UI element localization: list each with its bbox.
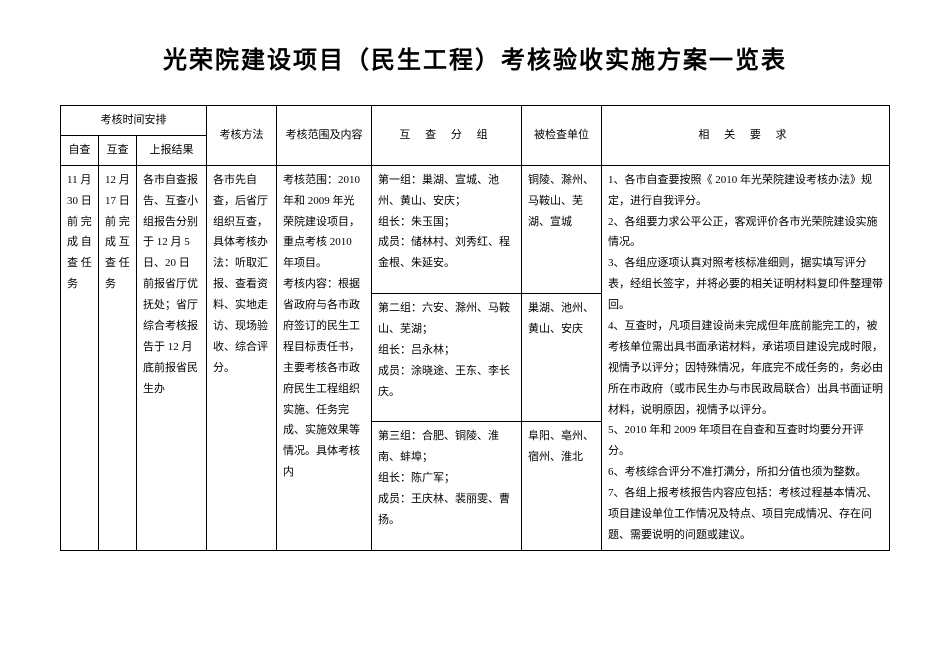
header-time: 考核时间安排 (61, 106, 207, 136)
header-group: 互 查 分 组 (372, 106, 522, 166)
cell-group1: 第一组：巢湖、宣城、池州、黄山、安庆；组长：朱玉国；成员：储林村、刘秀红、程金根… (372, 165, 522, 293)
header-hucha: 互查 (99, 135, 137, 165)
cell-group2: 第二组：六安、滁州、马鞍山、芜湖；组长：吕永林；成员：涂晓途、王东、李长庆。 (372, 294, 522, 422)
cell-zicha: 11 月 30 日 前 完 成 自 查 任 务 (61, 165, 99, 550)
cell-unit2: 巢湖、池州、黄山、安庆 (522, 294, 602, 422)
header-shangbao: 上报结果 (137, 135, 207, 165)
cell-scope: 考核范围：2010 年和 2009 年光荣院建设项目，重点考核 2010 年项目… (277, 165, 372, 550)
page-title: 光荣院建设项目（民生工程）考核验收实施方案一览表 (60, 40, 890, 75)
header-scope: 考核范围及内容 (277, 106, 372, 166)
cell-unit3: 阜阳、亳州、宿州、淮北 (522, 422, 602, 550)
cell-hucha: 12 月 17 日 前 完 成 互 查 任 务 (99, 165, 137, 550)
header-method: 考核方法 (207, 106, 277, 166)
header-req: 相 关 要 求 (602, 106, 890, 166)
main-table: 考核时间安排 考核方法 考核范围及内容 互 查 分 组 被检查单位 相 关 要 … (60, 105, 890, 551)
header-unit: 被检查单位 (522, 106, 602, 166)
header-zicha: 自查 (61, 135, 99, 165)
cell-unit1: 铜陵、滁州、马鞍山、芜湖、宣城 (522, 165, 602, 293)
cell-group3: 第三组：合肥、铜陵、淮南、蚌埠；组长：陈广军；成员：王庆林、裴丽雯、曹扬。 (372, 422, 522, 550)
cell-req: 1、各市自查要按照《 2010 年光荣院建设考核办法》规定，进行自我评分。2、各… (602, 165, 890, 550)
cell-shangbao: 各市自查报告、互查小组报告分别于 12 月 5 日、20 日前报省厅优抚处；省厅… (137, 165, 207, 550)
cell-method: 各市先自查，后省厅组织互查，具体考核办法：听取汇报、查看资料、实地走访、现场验收… (207, 165, 277, 550)
